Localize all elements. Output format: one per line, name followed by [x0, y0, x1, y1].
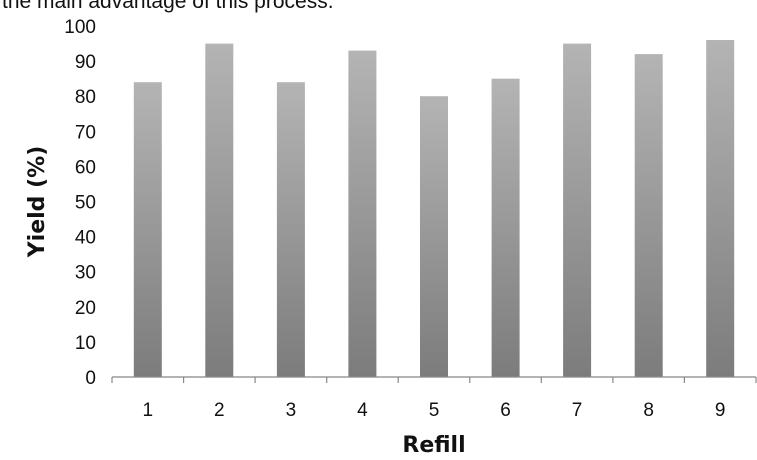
- bar-refill-1: [133, 82, 162, 377]
- y-tick-label: 70: [75, 122, 96, 143]
- x-tick-label: 5: [429, 400, 440, 421]
- y-tick-label: 60: [75, 157, 96, 178]
- bar-refill-6: [491, 78, 520, 377]
- bars-group: [133, 40, 735, 377]
- y-tick-label: 100: [64, 17, 96, 38]
- y-tick-label: 10: [75, 333, 96, 354]
- x-tick-label: 8: [643, 400, 654, 421]
- bar-refill-2: [205, 43, 234, 377]
- y-tick-label: 80: [75, 87, 96, 108]
- y-tick-label: 90: [75, 52, 96, 73]
- bar-refill-7: [563, 43, 592, 377]
- x-tick-label: 3: [286, 400, 297, 421]
- x-axis-ticks: 1 2 3 4 5 6 7 8 9: [111, 377, 757, 421]
- bar-refill-5: [420, 96, 448, 377]
- bar-refill-4: [348, 50, 377, 377]
- y-tick-label: 30: [75, 263, 96, 284]
- y-tick-label: 50: [75, 193, 96, 214]
- top-caption-text: the main advantage of this process.: [2, 0, 334, 13]
- bar-refill-9: [706, 40, 735, 377]
- x-tick-label: 1: [143, 400, 154, 421]
- y-tick-label: 40: [75, 228, 96, 249]
- x-tick-label: 9: [715, 400, 726, 421]
- y-tick-label: 0: [85, 368, 96, 389]
- x-tick-label: 2: [214, 400, 225, 421]
- y-axis-title: Yield (%): [25, 146, 50, 259]
- x-tick-label: 4: [357, 400, 368, 421]
- x-tick-label: 7: [572, 400, 583, 421]
- x-tick-label: 6: [500, 400, 511, 421]
- y-axis-ticks: 0 10 20 30 40 50 60 70 80 90 100: [64, 17, 96, 389]
- bar-refill-3: [276, 82, 305, 377]
- y-tick-label: 20: [75, 298, 96, 319]
- x-axis-title: Refill: [402, 433, 465, 458]
- bar-refill-8: [634, 54, 663, 377]
